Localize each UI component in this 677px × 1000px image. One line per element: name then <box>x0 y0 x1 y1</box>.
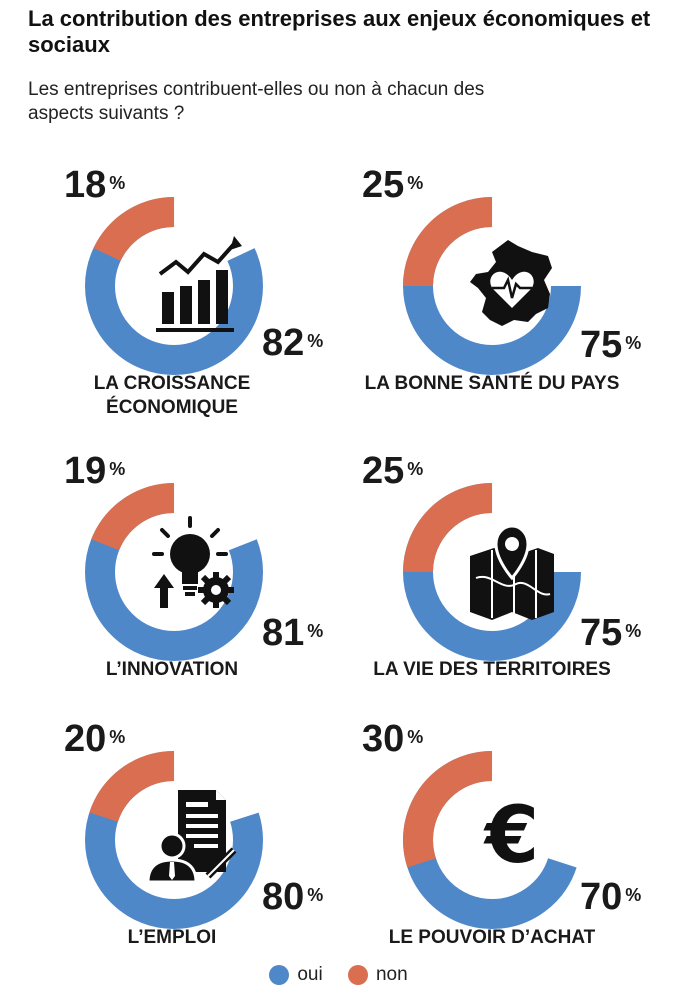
svg-text:€: € <box>483 791 539 881</box>
pct-non: 18% <box>64 166 125 204</box>
donut-chart <box>85 751 263 929</box>
donut-chart <box>403 197 581 375</box>
pct-oui-value: 75 <box>580 324 623 366</box>
chart-subtitle: Les entreprises contribuent-elles ou non… <box>28 79 485 124</box>
pct-oui-symbol: % <box>625 885 642 905</box>
pct-non-symbol: % <box>407 727 424 747</box>
france-heart-icon <box>452 222 572 342</box>
pct-oui-symbol: % <box>307 885 324 905</box>
pct-oui: 80% <box>262 878 323 916</box>
pct-non-value: 25 <box>362 450 405 492</box>
pct-non: 20% <box>64 720 125 758</box>
chart-title: La contribution des entreprises aux enje… <box>28 6 651 57</box>
donut-panel-pouvoir-achat: € 30% 70% LE POUVOIR D’ACHAT <box>362 720 672 990</box>
donut-label: L’EMPLOI <box>127 927 217 948</box>
legend-item-non: non <box>347 964 408 986</box>
pct-oui-value: 75 <box>580 612 623 654</box>
pct-non-value: 30 <box>362 718 405 760</box>
donut-panel-croissance: 18% 82% LA CROISSANCE ÉCONOMIQUE <box>54 166 354 436</box>
pct-oui-symbol: % <box>307 331 324 351</box>
pct-oui-symbol: % <box>307 621 324 641</box>
pct-non: 25% <box>362 452 423 490</box>
pct-oui-symbol: % <box>625 621 642 641</box>
donut-panel-sante: 25% 75% LA BONNE SANTÉ DU PAYS <box>362 166 672 436</box>
pct-oui-value: 81 <box>262 612 305 654</box>
pct-non-symbol: % <box>109 173 126 193</box>
pct-oui: 81% <box>262 614 323 652</box>
donut-label: LA CROISSANCE ÉCONOMIQUE <box>93 373 251 418</box>
pct-oui-value: 70 <box>580 876 623 918</box>
pct-non-value: 18 <box>64 164 107 206</box>
pct-oui-value: 80 <box>262 876 305 918</box>
pct-non-value: 25 <box>362 164 405 206</box>
pct-oui-value: 82 <box>262 322 305 364</box>
donut-label: LA BONNE SANTÉ DU PAYS <box>364 373 620 394</box>
legend-swatch-non <box>347 965 368 985</box>
pct-non-value: 19 <box>64 450 107 492</box>
donut-slice-non <box>403 751 581 929</box>
donut-label: L’INNOVATION <box>105 659 239 680</box>
pct-non: 19% <box>64 452 125 490</box>
legend-swatch-oui <box>269 965 290 985</box>
lightbulb-gear-icon <box>134 508 254 628</box>
donut-label: LA VIE DES TERRITOIRES <box>373 659 611 680</box>
donut-panel-territoires: 25% 75% LA VIE DES TERRITOIRES <box>362 452 672 722</box>
donut-chart <box>85 197 263 375</box>
donut-label: LE POUVOIR D’ACHAT <box>388 927 596 948</box>
pct-non-value: 20 <box>64 718 107 760</box>
pct-non-symbol: % <box>109 459 126 479</box>
pct-non-symbol: % <box>407 459 424 479</box>
donut-chart <box>403 751 581 929</box>
legend: oui non <box>0 964 677 991</box>
legend-item-oui: oui <box>269 964 323 986</box>
employee-document-icon <box>134 776 254 896</box>
pct-non: 30% <box>362 720 423 758</box>
donut-chart <box>403 483 581 661</box>
legend-label-oui: oui <box>297 964 323 985</box>
donut-chart <box>85 483 263 661</box>
euro-icon: € <box>452 776 572 896</box>
donut-slice-non <box>403 197 581 375</box>
pct-oui-symbol: % <box>625 333 642 353</box>
pct-non-symbol: % <box>407 173 424 193</box>
pct-oui: 75% <box>580 614 641 652</box>
donut-panel-emploi: 20% 80% L’EMPLOI <box>54 720 354 990</box>
donut-panel-innovation: 19% 81% L’INNOVATION <box>54 452 354 722</box>
map-pin-icon <box>452 508 572 628</box>
pct-oui: 82% <box>262 324 323 362</box>
pct-oui: 75% <box>580 326 641 364</box>
pct-oui: 70% <box>580 878 641 916</box>
growth-chart-icon <box>134 222 254 342</box>
pct-non: 25% <box>362 166 423 204</box>
donut-slice-non <box>403 483 581 661</box>
legend-label-non: non <box>375 964 408 985</box>
pct-non-symbol: % <box>109 727 126 747</box>
